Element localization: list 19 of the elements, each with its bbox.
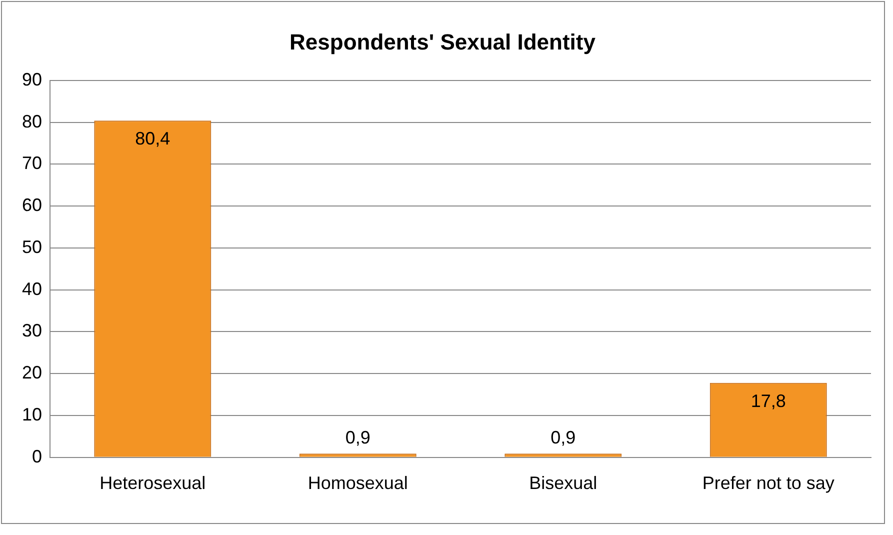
y-tick-label: 0: [32, 446, 42, 466]
x-tick-label: Bisexual: [529, 473, 598, 494]
y-tick-label: 40: [22, 278, 42, 299]
data-label: 80,4: [135, 128, 170, 149]
y-tick-label: 20: [22, 362, 42, 383]
data-label: 0,9: [550, 428, 576, 448]
x-tick-label: Heterosexual: [100, 473, 206, 494]
y-tick-label: 90: [22, 69, 42, 90]
y-tick-label: 60: [22, 195, 42, 216]
y-tick-label: 70: [22, 153, 42, 174]
data-label: 17,8: [750, 390, 786, 411]
y-tick-label: 80: [22, 111, 42, 132]
y-tick-label: 50: [22, 236, 42, 257]
data-label: 0,9: [345, 428, 370, 448]
chart-title: Respondents' Sexual Identity: [290, 29, 596, 54]
x-tick-label: Homosexual: [308, 473, 408, 494]
y-tick-label: 10: [22, 404, 42, 424]
x-tick-label: Prefer not to say: [702, 473, 834, 494]
y-tick-label: 30: [22, 320, 42, 341]
